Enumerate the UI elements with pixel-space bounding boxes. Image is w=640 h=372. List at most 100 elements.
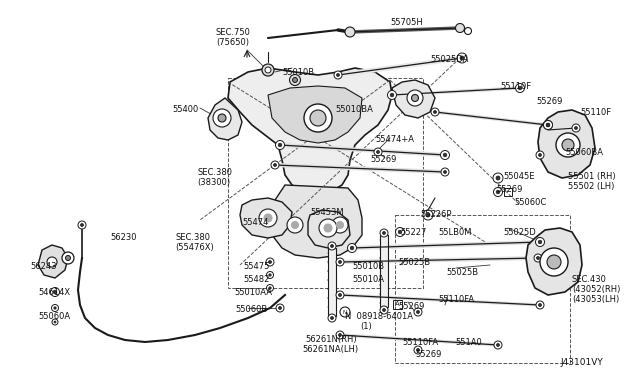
Polygon shape <box>38 245 68 278</box>
Text: 55269: 55269 <box>398 302 424 311</box>
Circle shape <box>417 349 419 352</box>
Polygon shape <box>526 228 582 295</box>
Circle shape <box>536 237 545 247</box>
Circle shape <box>414 346 422 354</box>
Text: 55482: 55482 <box>243 275 269 284</box>
Bar <box>328 248 336 316</box>
Text: 55269: 55269 <box>536 97 563 106</box>
Circle shape <box>339 334 342 337</box>
Circle shape <box>441 168 449 176</box>
Circle shape <box>380 229 388 237</box>
Circle shape <box>383 308 385 311</box>
Circle shape <box>269 274 271 276</box>
Circle shape <box>414 308 422 316</box>
Circle shape <box>271 161 279 169</box>
Circle shape <box>575 126 577 129</box>
Text: 55025B: 55025B <box>446 268 478 277</box>
Circle shape <box>218 114 226 122</box>
Circle shape <box>65 256 70 260</box>
Text: 54614X: 54614X <box>38 288 70 297</box>
Circle shape <box>562 139 574 151</box>
Circle shape <box>336 291 344 299</box>
Text: (43053(LH): (43053(LH) <box>572 295 620 304</box>
Circle shape <box>538 154 541 157</box>
Circle shape <box>443 153 447 157</box>
Circle shape <box>53 290 57 294</box>
Text: 55227: 55227 <box>400 228 426 237</box>
Circle shape <box>264 214 272 222</box>
Circle shape <box>494 341 502 349</box>
Bar <box>504 188 512 196</box>
Circle shape <box>493 173 503 183</box>
Circle shape <box>417 311 419 314</box>
Text: N  08918-6401A: N 08918-6401A <box>345 312 413 321</box>
Circle shape <box>62 252 74 264</box>
Text: 55060BA: 55060BA <box>565 148 603 157</box>
Text: SEC.430: SEC.430 <box>572 275 607 284</box>
Circle shape <box>538 240 542 244</box>
Text: 56261N(RH): 56261N(RH) <box>305 335 356 344</box>
Text: 55269: 55269 <box>415 350 442 359</box>
Circle shape <box>310 110 326 126</box>
Circle shape <box>266 285 273 292</box>
Circle shape <box>515 83 525 93</box>
Text: 55060B: 55060B <box>235 305 268 314</box>
Text: 56243: 56243 <box>30 262 56 271</box>
Circle shape <box>278 307 282 310</box>
Circle shape <box>328 242 336 250</box>
Text: A: A <box>395 301 399 308</box>
Circle shape <box>291 221 298 228</box>
Circle shape <box>546 123 550 127</box>
Bar <box>395 215 570 363</box>
Circle shape <box>78 221 86 229</box>
Text: 55474+A: 55474+A <box>375 135 414 144</box>
Circle shape <box>536 301 544 309</box>
Polygon shape <box>538 110 595 178</box>
Text: 55010B: 55010B <box>352 262 384 271</box>
Circle shape <box>265 67 271 73</box>
Circle shape <box>262 64 274 76</box>
Circle shape <box>350 246 354 250</box>
Circle shape <box>543 121 552 129</box>
Circle shape <box>457 53 467 63</box>
Text: 55453M: 55453M <box>310 208 344 217</box>
Circle shape <box>332 217 348 233</box>
Circle shape <box>266 258 274 266</box>
Circle shape <box>289 74 301 86</box>
Circle shape <box>292 77 298 83</box>
Text: (43052(RH): (43052(RH) <box>572 285 620 294</box>
Text: (55476X): (55476X) <box>175 243 214 252</box>
Circle shape <box>556 133 580 157</box>
Circle shape <box>390 93 394 97</box>
Circle shape <box>396 228 404 237</box>
Circle shape <box>431 108 439 116</box>
Text: 55501 (RH): 55501 (RH) <box>568 172 616 181</box>
Polygon shape <box>270 185 362 258</box>
Circle shape <box>278 143 282 147</box>
Polygon shape <box>308 210 350 248</box>
Circle shape <box>536 257 540 260</box>
Circle shape <box>319 219 337 237</box>
Circle shape <box>348 244 356 253</box>
Text: 55226P: 55226P <box>420 210 451 219</box>
Circle shape <box>572 124 580 132</box>
Circle shape <box>440 151 449 160</box>
Circle shape <box>273 164 276 167</box>
Text: 55502 (LH): 55502 (LH) <box>568 182 614 191</box>
Polygon shape <box>208 98 242 140</box>
Text: (1): (1) <box>360 322 372 331</box>
Circle shape <box>496 176 500 180</box>
Circle shape <box>433 110 436 113</box>
Circle shape <box>51 305 58 311</box>
Circle shape <box>383 231 385 234</box>
Circle shape <box>81 224 83 227</box>
Circle shape <box>376 151 380 154</box>
Circle shape <box>54 307 56 309</box>
Text: 55474: 55474 <box>242 218 268 227</box>
Circle shape <box>407 90 423 106</box>
Circle shape <box>460 56 464 60</box>
Text: (38300): (38300) <box>197 178 230 187</box>
Text: 55010BA: 55010BA <box>335 105 373 114</box>
Circle shape <box>266 272 273 279</box>
Circle shape <box>518 86 522 90</box>
